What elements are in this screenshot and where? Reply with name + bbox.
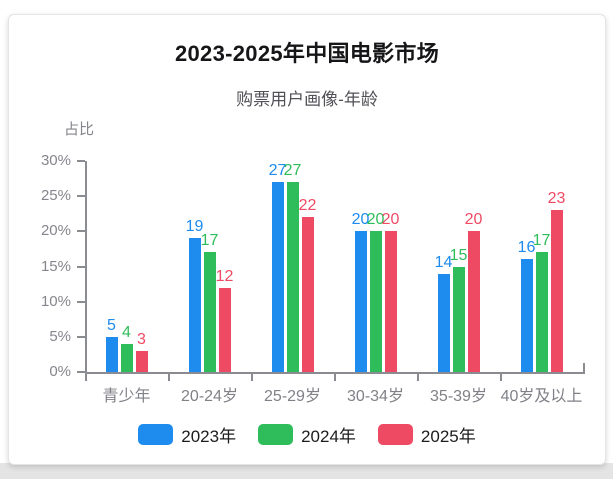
y-tick-label: 15% — [40, 257, 71, 275]
bar[interactable] — [301, 217, 314, 372]
chart-card: 2023-2025年中国电影市场 购票用户画像-年龄 占比 0% 5% 10% 15%… — [8, 14, 606, 465]
bar[interactable] — [354, 231, 367, 372]
value-label: 4 — [122, 323, 131, 341]
y-tick-label: 20% — [40, 222, 71, 240]
y-tick-mark — [77, 265, 85, 268]
category-label: 40岁及以上 — [500, 388, 583, 405]
legend-swatch — [258, 424, 294, 445]
value-label: 22 — [298, 197, 317, 215]
value-label: 14 — [434, 253, 453, 271]
value-label: 20 — [381, 211, 400, 229]
chart-title: 2023-2025年中国电影市场 — [174, 41, 439, 66]
y-axis-name: 占比 — [64, 121, 95, 138]
value-label: 27 — [283, 162, 302, 180]
value-label: 5 — [107, 316, 116, 334]
y-tick-mark — [77, 160, 85, 162]
legend-item[interactable]: 2024年 — [258, 422, 356, 447]
x-tick-mark — [168, 374, 170, 381]
y-tick-mark — [77, 371, 85, 373]
bar[interactable] — [271, 182, 284, 372]
y-tick-label: 5% — [49, 327, 71, 345]
value-label: 15 — [449, 246, 468, 264]
bar[interactable] — [452, 266, 465, 372]
y-tick-mark — [77, 335, 85, 338]
bar[interactable] — [135, 350, 148, 372]
x-tick-mark — [417, 374, 419, 381]
legend-label: 2025年 — [420, 427, 476, 446]
bar[interactable] — [218, 287, 231, 372]
legend-swatch — [377, 424, 413, 445]
bar[interactable] — [535, 252, 548, 372]
legend-item[interactable]: 2023年 — [138, 422, 236, 447]
y-tick-mark — [77, 195, 85, 198]
bar[interactable] — [120, 343, 133, 372]
value-label: 17 — [532, 232, 551, 250]
legend-label: 2023年 — [181, 427, 237, 446]
bar[interactable] — [203, 252, 216, 372]
value-label: 12 — [215, 267, 234, 285]
value-label: 27 — [268, 162, 287, 180]
x-tick-mark — [334, 374, 336, 381]
chart-subtitle: 购票用户画像-年龄 — [236, 90, 378, 109]
value-label: 19 — [185, 218, 204, 236]
chart-legend: 2023年 2024年 2025年 — [9, 422, 605, 447]
page-background-strip — [0, 463, 613, 479]
value-label: 16 — [517, 239, 536, 257]
value-label: 20 — [464, 211, 483, 229]
y-tick-label: 25% — [40, 187, 71, 205]
y-tick-mark — [77, 230, 85, 233]
y-tick-mark — [77, 300, 85, 303]
x-tick-mark — [500, 374, 502, 381]
bar[interactable] — [286, 182, 299, 372]
value-label: 20 — [351, 211, 370, 229]
x-tick-mark — [251, 374, 253, 381]
category-label: 35-39岁 — [430, 388, 487, 405]
bar[interactable] — [384, 231, 397, 372]
category-label: 20-24岁 — [181, 388, 238, 405]
bar[interactable] — [467, 231, 480, 372]
value-label: 3 — [137, 330, 146, 348]
category-label: 青少年 — [102, 388, 151, 405]
x-axis-line — [85, 372, 585, 374]
y-tick-label: 30% — [40, 152, 71, 169]
legend-swatch — [138, 424, 174, 445]
y-tick-label: 10% — [40, 292, 71, 310]
category-label: 25-29岁 — [264, 388, 321, 405]
bar[interactable] — [188, 238, 201, 372]
bar[interactable] — [369, 231, 382, 372]
bar[interactable] — [105, 336, 118, 372]
value-label: 17 — [200, 232, 219, 250]
value-label: 23 — [547, 190, 566, 208]
y-tick-label: 0% — [49, 363, 71, 380]
category-label: 30-34岁 — [347, 388, 404, 405]
value-label: 20 — [366, 211, 385, 229]
plot-area: 0% 5% 10% 15% 20% 25% 30% 青少年 20-24岁 25-29岁 30-34岁… — [9, 15, 607, 466]
y-axis-line — [85, 161, 87, 381]
legend-item[interactable]: 2025年 — [377, 422, 476, 447]
legend-label: 2024年 — [301, 427, 356, 446]
bar[interactable] — [550, 210, 563, 372]
bar[interactable] — [520, 259, 533, 372]
bar[interactable] — [437, 273, 450, 372]
x-axis-end-tick — [583, 363, 585, 372]
